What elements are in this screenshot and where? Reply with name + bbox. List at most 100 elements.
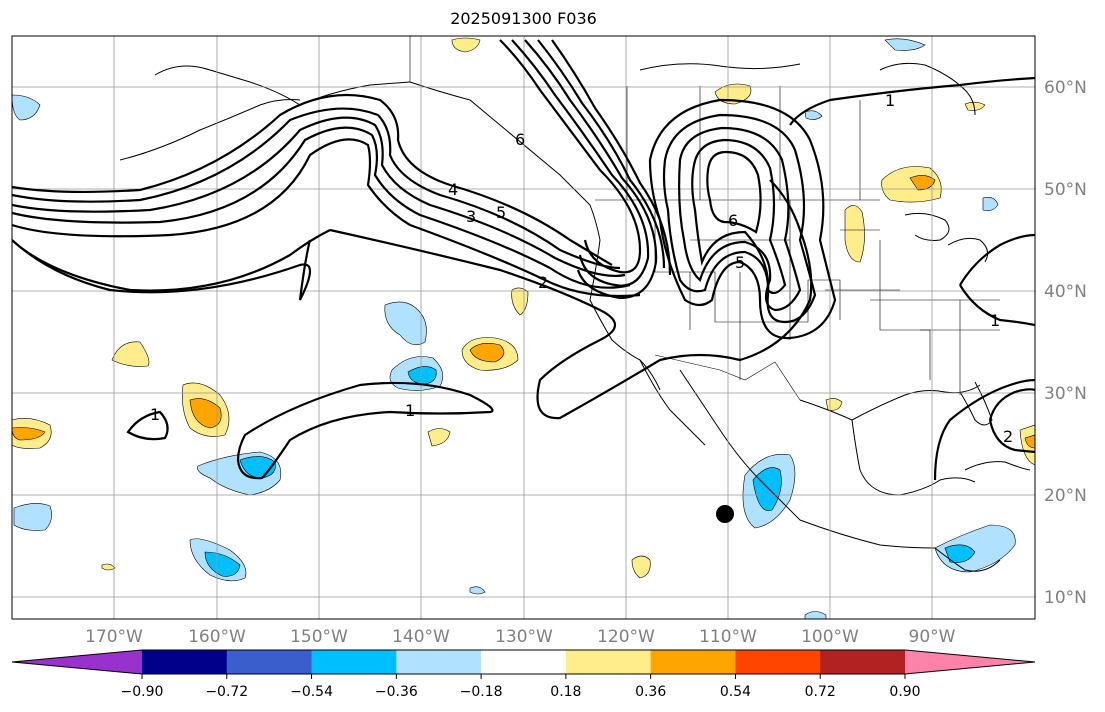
coastline-baja [639,359,706,446]
contour-line [524,39,658,300]
coastline-arctic [639,63,801,71]
coastline-hudson [879,62,976,116]
anomaly-blob [111,341,150,367]
contour-line [12,126,631,289]
coastlines [119,62,1031,572]
anomaly-blob [469,343,505,363]
contour-label: 1 [990,311,1000,330]
contour-line [648,98,837,340]
contour-line [537,39,666,269]
lat-label: 30°N [1044,384,1087,404]
contour-line [499,39,642,274]
colorbar-tick-label: −0.90 [121,684,164,700]
contour-label: 4 [448,180,458,199]
anomaly-blob [189,398,222,429]
anomaly-blob [13,503,52,531]
border-states [654,200,841,323]
colorbar-tick-label: −0.72 [205,684,248,700]
contour-label: 2 [1003,427,1013,446]
lon-label: 150°W [290,627,348,647]
anomaly-blob [752,467,782,511]
lat-label: 50°N [1044,180,1087,200]
anomaly-blob [427,428,451,447]
contour-line [678,126,802,312]
contour-line [959,284,1035,327]
lat-label: 40°N [1044,282,1087,302]
great-lakes [904,212,950,241]
anomaly-blob [844,205,865,263]
border-canada-provinces [626,86,861,200]
lat-label: 10°N [1044,588,1087,608]
lon-label: 160°W [188,627,246,647]
colorbar-segment [311,650,397,674]
anomaly-blob [631,555,651,579]
colorbar-segment [820,650,906,674]
contour-line [126,410,169,441]
colorbar: −0.90 −0.72 −0.54 −0.36 −0.18 0.18 0.36 0.54 0.7… [11,649,1036,700]
contour-line [12,239,312,301]
colorbar-segment [142,650,228,674]
map-title: 2025091300 F036 [450,9,597,28]
contour-line [988,388,1035,454]
map-area [12,36,1035,619]
colorbar-segment [226,650,313,674]
storm-marker [716,505,734,523]
lon-label: 170°W [85,627,143,647]
colorbar-segment [565,650,652,674]
lon-label: 140°W [392,627,450,647]
coastline-gulf [799,399,976,496]
anomaly-blob [12,94,41,121]
border-us-mexico [654,354,801,401]
lon-axis: 170°W 160°W 150°W 140°W 130°W 120°W 110°… [85,627,956,647]
contour-label: 3 [466,207,476,226]
lon-label: 120°W [597,627,655,647]
contour-line [662,113,817,324]
border-states [825,289,1000,395]
border-states [689,200,931,380]
coastline-cuba [964,461,1031,471]
anomaly-blob [964,101,986,111]
great-lakes [947,237,989,263]
contour-labels: 1 1 2 3 4 5 6 5 1 1 2 6 [150,91,1013,446]
coastline-central-america [934,547,1001,572]
lon-label: 90°W [909,627,956,647]
colorbar-tick-label: 0.54 [720,684,751,700]
anomaly-blob [982,197,999,212]
colorbar-segment [650,650,736,674]
anomaly-blob [804,611,827,619]
map-frame [11,35,1036,620]
contour-line [551,39,672,276]
colorbar-tick-label: 0.90 [889,684,920,700]
coastline-gulf-north [851,384,981,421]
lat-label: 20°N [1044,486,1087,506]
coastline-mexico-west [679,369,936,549]
contour-line [329,179,813,420]
contour-line [706,150,762,234]
colorbar-segment [905,650,1035,674]
contour-label: 5 [735,253,745,272]
contour-label: 1 [405,401,415,420]
contour-line [12,93,613,266]
contours [12,39,1035,481]
coastline-alaska-south [119,99,301,161]
colorbar-tick-label: 0.72 [805,684,836,700]
anomaly-blob [101,563,116,571]
contour-label: 1 [150,405,160,424]
contour-label: 6 [728,211,738,230]
contour-line [12,229,331,292]
anomaly-blob [804,110,823,120]
anomaly-blob [469,586,486,595]
anomaly-blob [884,38,926,51]
colorbar-segment [735,650,821,674]
contour-line [789,76,1035,126]
contour-label: 5 [496,203,506,222]
borders [409,36,1000,401]
anomaly-blob [407,366,437,385]
colorbar-tick-label: −0.18 [460,684,503,700]
colorbar-tick-label: −0.54 [290,684,333,700]
colorbar-segment [396,650,482,674]
anomaly-blob [1019,424,1035,466]
contour-label: 6 [515,130,525,149]
lon-label: 110°W [699,627,757,647]
colorbar-segment [481,650,567,674]
